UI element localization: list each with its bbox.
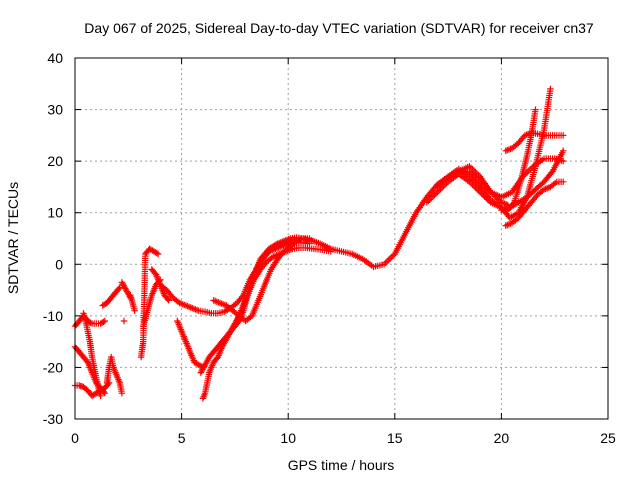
data-point-markers — [498, 147, 567, 214]
y-tick-label: 20 — [47, 153, 63, 169]
axis-ticks — [74, 57, 609, 420]
y-tick-label: 40 — [47, 50, 63, 66]
x-tick-label: 10 — [280, 430, 296, 446]
y-axis-title: SDTVAR / TECUs — [5, 182, 21, 294]
data-marks — [71, 85, 567, 402]
series-track — [137, 245, 162, 361]
data-point-markers — [127, 292, 138, 314]
data-point-markers — [137, 245, 162, 361]
series-track — [502, 129, 567, 154]
series-track — [127, 292, 138, 314]
x-tick-label: 5 — [178, 430, 186, 446]
series-track — [444, 155, 567, 201]
grid-lines — [75, 58, 608, 419]
data-point-markers — [199, 234, 313, 402]
data-point-markers — [120, 317, 128, 325]
series-track — [199, 234, 313, 402]
data-point-markers — [174, 317, 207, 371]
series-track — [120, 317, 128, 325]
y-tick-label: -30 — [43, 411, 63, 427]
y-tick-label: 10 — [47, 205, 63, 221]
data-point-markers — [103, 353, 126, 397]
series-track — [99, 284, 123, 309]
x-tick-label: 0 — [71, 430, 79, 446]
data-point-markers — [502, 129, 567, 154]
y-tick-label: 0 — [55, 256, 63, 272]
plot-frame — [74, 57, 609, 420]
data-point-markers — [80, 310, 104, 399]
data-point-markers — [99, 284, 123, 309]
series-track — [80, 310, 104, 399]
series-track — [502, 178, 567, 229]
data-point-markers — [444, 155, 567, 201]
y-tick-label: 30 — [47, 102, 63, 118]
x-tick-label: 20 — [494, 430, 510, 446]
x-tick-label: 15 — [387, 430, 403, 446]
series-track — [231, 244, 334, 330]
chart-title: Day 067 of 2025, Sidereal Day-to-day VTE… — [84, 20, 594, 36]
y-tick-label: -10 — [43, 308, 63, 324]
data-point-markers — [502, 178, 567, 229]
data-point-markers — [157, 163, 511, 317]
axis-tick-labels: 0 5 10 15 20 25 -30 -20 -10 0 10 20 30 40 — [43, 50, 616, 446]
series-track — [498, 147, 567, 214]
x-tick-label: 25 — [600, 430, 616, 446]
series-track — [103, 353, 126, 397]
series-track — [174, 317, 207, 371]
series-track — [157, 163, 511, 317]
y-tick-label: -20 — [43, 359, 63, 375]
x-axis-title: GPS time / hours — [288, 457, 395, 473]
data-point-markers — [231, 244, 334, 330]
